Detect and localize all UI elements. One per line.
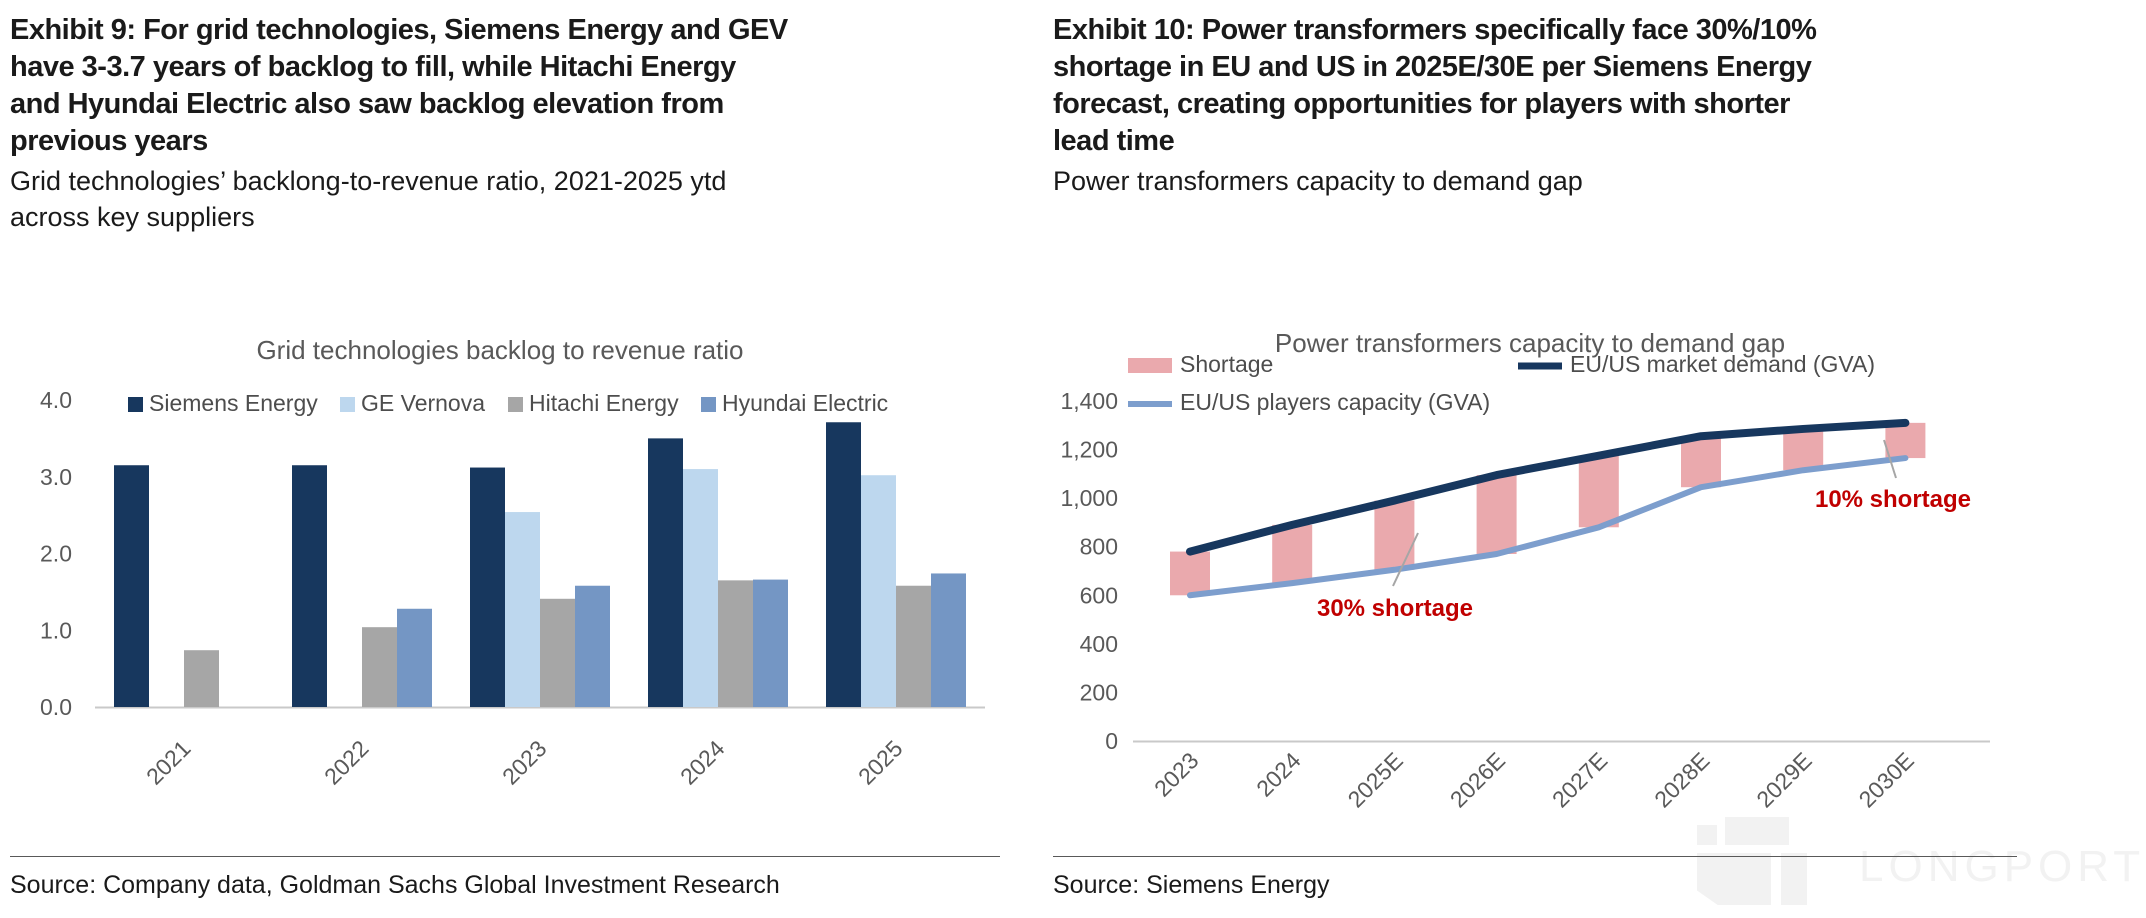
right-y-tick-200: 200: [1080, 679, 1118, 705]
exhibit9-source: Source: Company data, Goldman Sachs Glob…: [10, 856, 1000, 900]
bar-ge-vernova-2024: [683, 469, 718, 707]
watermark-text: LONGPORT: [1859, 842, 2146, 891]
legend-label-hyundai-electric: Hyundai Electric: [722, 390, 888, 416]
right-x-tick-2025E: 2025E: [1343, 747, 1408, 812]
bar-siemens-energy-2024: [648, 438, 683, 707]
left-x-tick-2025: 2025: [853, 735, 908, 790]
right-x-tick-2026E: 2026E: [1445, 747, 1510, 812]
shortage-bar-2026E: [1476, 475, 1517, 554]
bar-hitachi-energy-2022: [362, 627, 397, 707]
right-x-tick-2024: 2024: [1251, 747, 1306, 802]
left-x-tick-2022: 2022: [319, 735, 374, 790]
right-y-tick-1-200: 1,200: [1060, 437, 1118, 463]
exhibit10-source: Source: Siemens Energy: [1053, 856, 2017, 900]
left-y-tick-3.0: 3.0: [40, 464, 72, 490]
right-y-tick-800: 800: [1080, 534, 1118, 560]
right-y-tick-1-400: 1,400: [1060, 388, 1118, 414]
left-y-tick-0.0: 0.0: [40, 694, 72, 720]
shortage-30-label: 30% shortage: [1317, 595, 1473, 622]
right-y-tick-400: 400: [1080, 631, 1118, 657]
left-x-tick-2024: 2024: [675, 735, 730, 790]
legend-label-hitachi-energy: Hitachi Energy: [529, 390, 679, 416]
right-chart-title: Power transformers capacity to demand ga…: [1275, 328, 1785, 358]
bar-hitachi-energy-2023: [540, 598, 575, 707]
right-y-tick-600: 600: [1080, 582, 1118, 608]
legend-swatch-siemens-energy: [128, 397, 143, 412]
shortage-bar-2030E: [1885, 422, 1926, 459]
legend-swatch-ge-vernova: [340, 397, 355, 412]
left-x-tick-2023: 2023: [497, 735, 552, 790]
legend-swatch-hitachi-energy: [508, 397, 523, 412]
bar-hitachi-energy-2024: [718, 580, 753, 707]
right-x-tick-2023: 2023: [1149, 747, 1204, 802]
exhibit10-title: Exhibit 10: Power transformers specifica…: [1053, 14, 1817, 157]
shortage-bar-2029E: [1783, 428, 1824, 471]
longport-watermark: LONGPORT: [1697, 817, 2145, 907]
shortage-30-leader-line: [1392, 532, 1419, 587]
bar-siemens-energy-2025: [826, 422, 861, 707]
legend-swatch-hyundai-electric: [701, 397, 716, 412]
exhibit10-subtitle: Power transformers capacity to demand ga…: [1053, 166, 1583, 196]
legend-label-eu-us-market-demand-gva: EU/US market demand (GVA): [1570, 351, 1875, 377]
right-x-tick-2028E: 2028E: [1649, 747, 1714, 812]
legend-label-ge-vernova: GE Vernova: [361, 390, 485, 416]
left-x-tick-2021: 2021: [141, 735, 196, 790]
right-x-tick-2029E: 2029E: [1751, 747, 1816, 812]
shortage-10-leader-line: [1883, 439, 1897, 479]
capacity-line: [1187, 455, 1909, 599]
right-x-tick-2027E: 2027E: [1547, 747, 1612, 812]
right-y-tick-0: 0: [1105, 728, 1118, 754]
bar-hyundai-electric-2025: [931, 573, 966, 707]
bar-hyundai-electric-2022: [397, 608, 432, 707]
bar-ge-vernova-2025: [861, 475, 896, 707]
legend-label-eu-us-players-capacity-gva: EU/US players capacity (GVA): [1180, 389, 1490, 415]
exhibit9-subtitle: Grid technologies’ backlong-to-revenue r…: [10, 166, 727, 232]
shortage-bar-2025E: [1374, 500, 1415, 570]
legend-label-siemens-energy: Siemens Energy: [149, 390, 318, 416]
bar-hitachi-energy-2021: [184, 650, 219, 707]
demand-line: [1186, 418, 1910, 556]
legend-label-shortage: Shortage: [1180, 351, 1273, 377]
shortage-bar-2023: [1170, 551, 1210, 596]
legend-swatch-shortage: [1128, 358, 1172, 373]
right-y-tick-1-000: 1,000: [1060, 485, 1118, 511]
left-chart-title: Grid technologies backlog to revenue rat…: [256, 335, 743, 365]
bar-hyundai-electric-2023: [575, 585, 610, 707]
shortage-bar-2028E: [1681, 436, 1721, 488]
bar-siemens-energy-2021: [114, 465, 149, 707]
right-x-tick-2030E: 2030E: [1854, 747, 1919, 812]
shortage-bar-2027E: [1578, 455, 1619, 528]
left-y-tick-2.0: 2.0: [40, 541, 72, 567]
bar-siemens-energy-2022: [292, 465, 327, 707]
left-y-tick-1.0: 1.0: [40, 617, 72, 643]
longport-logo-icon: [1697, 817, 1819, 907]
exhibit9-title: Exhibit 9: For grid technologies, Siemen…: [10, 14, 788, 157]
bar-hitachi-energy-2025: [896, 585, 931, 707]
left-y-tick-4.0: 4.0: [40, 387, 72, 413]
bar-hyundai-electric-2024: [753, 579, 788, 707]
bar-ge-vernova-2023: [505, 512, 540, 707]
shortage-10-label: 10% shortage: [1815, 486, 1971, 513]
bar-siemens-energy-2023: [470, 467, 505, 707]
shortage-bar-2024: [1272, 524, 1313, 584]
